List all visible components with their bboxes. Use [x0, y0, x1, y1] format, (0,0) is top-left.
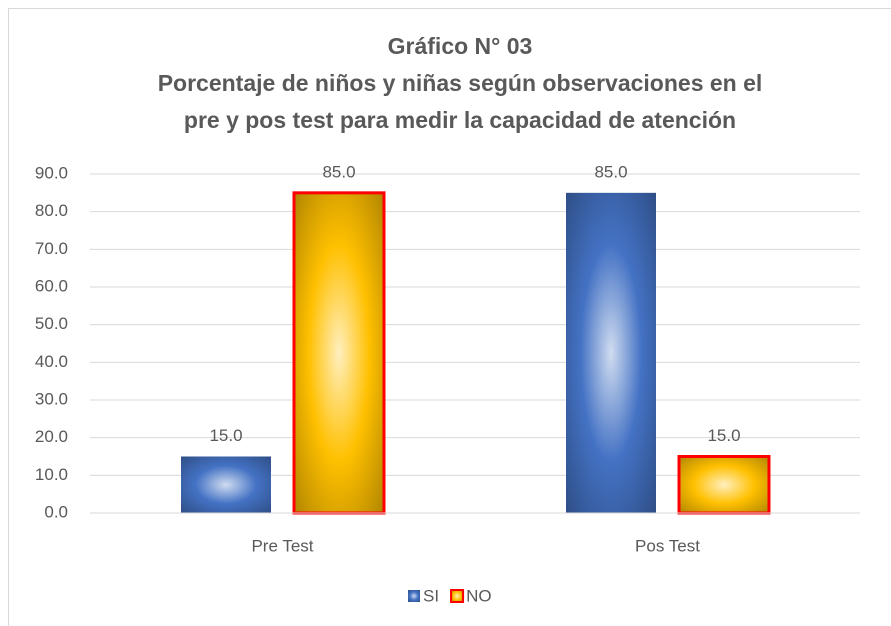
- bar: [677, 455, 771, 515]
- y-tick-label: 60.0: [35, 276, 68, 295]
- y-tick-label: 30.0: [35, 389, 68, 408]
- legend-swatch: [450, 589, 465, 603]
- chart-frame: [8, 8, 891, 626]
- chart-title: pre y pos test para medir la capacidad d…: [184, 107, 736, 133]
- data-label: 85.0: [594, 162, 627, 181]
- data-label: 15.0: [707, 426, 740, 445]
- y-tick-label: 80.0: [35, 201, 68, 220]
- y-tick-label: 20.0: [35, 427, 68, 446]
- x-tick-label: Pos Test: [635, 536, 700, 555]
- bar: [566, 192, 656, 514]
- data-label: 15.0: [209, 426, 242, 445]
- y-tick-label: 90.0: [35, 163, 68, 182]
- chart-title: Porcentaje de niños y niñas según observ…: [158, 70, 763, 96]
- bar: [292, 191, 386, 515]
- data-label: 85.0: [322, 162, 355, 181]
- y-tick-label: 50.0: [35, 314, 68, 333]
- x-tick-label: Pre Test: [251, 536, 313, 555]
- legend-label: SI: [423, 586, 439, 605]
- bar: [181, 456, 271, 513]
- legend-label: NO: [466, 586, 492, 605]
- chart-title: Gráfico N° 03: [388, 33, 533, 59]
- y-tick-label: 70.0: [35, 239, 68, 258]
- y-tick-label: 0.0: [44, 502, 68, 521]
- y-tick-label: 40.0: [35, 352, 68, 371]
- legend-swatch: [408, 590, 420, 602]
- y-tick-label: 10.0: [35, 465, 68, 484]
